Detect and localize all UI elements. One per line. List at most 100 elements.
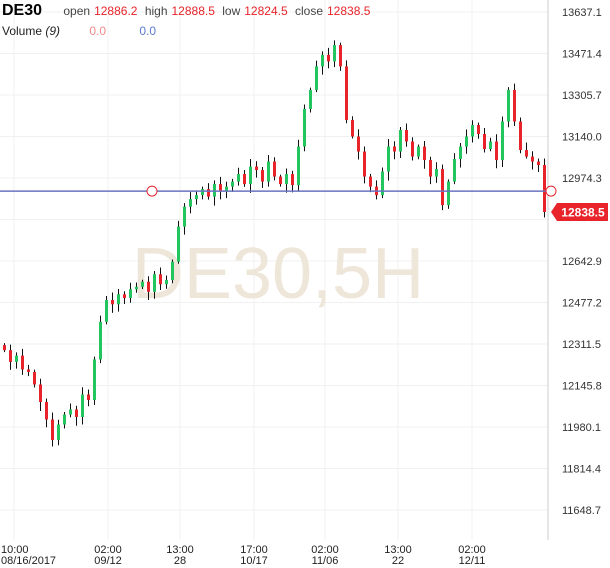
symbol-title: DE30 xyxy=(2,2,43,19)
candle-body xyxy=(309,89,312,109)
candle-body xyxy=(363,151,366,177)
candle-body xyxy=(183,206,186,227)
candle-body xyxy=(165,280,168,285)
candle-body xyxy=(141,281,144,287)
candle-body xyxy=(447,181,450,206)
candle-body xyxy=(243,174,246,185)
candle-body xyxy=(135,286,138,290)
y-tick-label: 13471.4 xyxy=(562,49,602,61)
candle-body xyxy=(123,294,126,299)
y-tick-label: 11980.1 xyxy=(562,422,601,434)
candle-body xyxy=(333,45,336,62)
x-tick-time: 10:00 xyxy=(1,544,29,556)
candle-body xyxy=(471,124,474,137)
low-value: 12824.5 xyxy=(244,4,288,18)
candle-body xyxy=(369,176,372,187)
last-price-tag xyxy=(551,203,608,222)
candle-body xyxy=(213,184,216,197)
candle-body xyxy=(21,355,24,370)
y-tick-label: 11648.7 xyxy=(562,505,601,517)
x-tick-date: 12/11 xyxy=(459,555,486,567)
candle-body xyxy=(195,195,198,200)
close-value: 12838.5 xyxy=(327,4,371,18)
candle-body xyxy=(219,184,222,192)
candle-body xyxy=(489,141,492,150)
candle-body xyxy=(93,359,96,400)
candle-body xyxy=(201,189,204,196)
candle-body xyxy=(507,89,510,122)
candle-body xyxy=(477,124,480,134)
x-tick-time: 02:00 xyxy=(94,544,122,556)
y-tick-label: 13140.0 xyxy=(562,132,602,144)
y-tick-label: 12145.8 xyxy=(562,381,602,393)
candle-body xyxy=(147,281,150,292)
x-tick-time: 17:00 xyxy=(240,544,268,556)
candle-body xyxy=(177,226,180,262)
candle-body xyxy=(399,129,402,152)
candle-body xyxy=(291,174,294,186)
candle-body xyxy=(39,384,42,402)
candle-body xyxy=(465,136,468,147)
candle-body xyxy=(513,89,516,122)
candle-body xyxy=(189,199,192,207)
candle-body xyxy=(153,274,156,292)
candle-body xyxy=(459,146,462,160)
candle-body xyxy=(453,159,456,182)
y-tick-label: 12642.9 xyxy=(562,256,602,268)
candle-body xyxy=(267,161,270,182)
last-price-label: 12838.5 xyxy=(561,206,605,220)
candle-body xyxy=(423,146,426,161)
candle-body xyxy=(237,174,240,182)
candle-body xyxy=(429,160,432,177)
low-label: low xyxy=(222,4,241,18)
ohlc-legend: DE30 open 12886.2 high 12888.5 low 12824.5 … xyxy=(2,2,370,20)
y-tick-label: 12311.5 xyxy=(562,339,601,351)
candle-body xyxy=(111,300,114,305)
candle-body xyxy=(45,401,48,420)
close-label: close xyxy=(294,4,323,18)
candle-body xyxy=(279,176,282,185)
volume-value-2: 0.0 xyxy=(139,24,157,38)
candle-body xyxy=(129,289,132,299)
y-tick-label: 12974.3 xyxy=(562,173,602,185)
candle-body xyxy=(441,169,444,206)
candle-body xyxy=(393,146,396,152)
candle-body xyxy=(351,119,354,137)
x-tick-date: 09/12 xyxy=(94,555,122,567)
candle-body xyxy=(537,161,540,166)
candle-body xyxy=(117,294,120,305)
candle-body xyxy=(525,150,528,157)
x-tick-date: 28 xyxy=(174,555,186,567)
candle-body xyxy=(63,414,66,425)
candle-body xyxy=(273,161,276,177)
x-tick-time: 13:00 xyxy=(166,544,194,556)
candle-body xyxy=(225,186,228,192)
candle-body xyxy=(75,409,78,418)
candle-body xyxy=(519,121,522,151)
high-label: high xyxy=(144,4,168,18)
x-tick-date: 08/16/2017 xyxy=(1,555,56,567)
candle-body xyxy=(57,424,60,441)
candle-body xyxy=(159,274,162,285)
candle-body xyxy=(483,133,486,150)
candle-body xyxy=(261,170,264,182)
volume-label: Volume xyxy=(2,24,43,38)
volume-value-1: 0.0 xyxy=(89,24,107,38)
y-tick-label: 13305.7 xyxy=(562,90,602,102)
candle-body xyxy=(69,409,72,415)
candle-body xyxy=(297,146,300,186)
open-label: open xyxy=(63,4,91,18)
x-tick-date: 22 xyxy=(392,555,404,567)
candle-body xyxy=(435,169,438,177)
candle-body xyxy=(87,394,90,400)
candle-body xyxy=(15,355,18,362)
candle-body xyxy=(387,146,390,172)
x-tick-time: 13:00 xyxy=(384,544,412,556)
candle-body xyxy=(411,141,414,157)
candle-body xyxy=(285,174,288,185)
candle-body xyxy=(303,108,306,147)
candle-body xyxy=(381,171,384,196)
candle-body xyxy=(405,129,408,142)
y-tick-label: 13637.1 xyxy=(562,7,602,19)
